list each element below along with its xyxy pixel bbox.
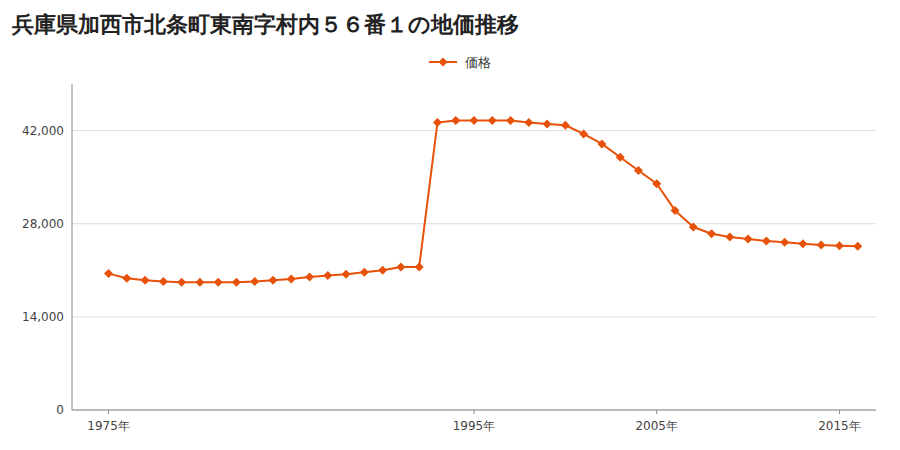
marker <box>342 270 351 279</box>
grid-line <box>72 316 876 317</box>
grid <box>72 131 876 410</box>
y-tick-label: 14,000 <box>22 310 64 324</box>
grid-line <box>72 223 876 224</box>
marker <box>524 118 533 127</box>
marker <box>744 235 753 244</box>
marker <box>817 241 826 250</box>
marker <box>269 276 278 285</box>
marker <box>671 206 680 215</box>
line <box>109 121 858 283</box>
marker <box>579 129 588 138</box>
x-tick-label: 2005年 <box>635 419 678 433</box>
marker <box>232 278 241 287</box>
y-tick-label: 0 <box>56 403 64 417</box>
marker <box>305 272 314 281</box>
marker <box>780 238 789 247</box>
marker <box>762 237 771 246</box>
x-tick <box>656 410 657 414</box>
x-tick <box>474 410 475 414</box>
x-tick-label: 2015年 <box>818 419 861 433</box>
marker <box>396 262 405 271</box>
marker <box>360 268 369 277</box>
marker <box>323 271 332 280</box>
marker <box>177 278 186 287</box>
marker <box>141 276 150 285</box>
marker <box>725 233 734 242</box>
marker <box>488 116 497 125</box>
plot-area <box>104 116 862 287</box>
x-tick-label: 1995年 <box>453 419 496 433</box>
y-axis-line <box>72 84 73 410</box>
marker <box>250 277 259 286</box>
grid-line <box>72 130 876 131</box>
x-tick <box>839 410 840 414</box>
marker <box>451 116 460 125</box>
legend: 価格 <box>429 55 491 70</box>
marker <box>689 223 698 232</box>
marker <box>378 266 387 275</box>
marker <box>543 119 552 128</box>
marker <box>122 274 131 283</box>
marker <box>415 262 424 271</box>
marker <box>835 241 844 250</box>
chart-container: 兵庫県加西市北条町東南字村内５６番１の地価推移 0 14,000 28,000 42,0… <box>0 0 900 450</box>
legend-label: 価格 <box>465 55 491 70</box>
marker <box>597 139 606 148</box>
marker <box>707 229 716 238</box>
marker <box>853 242 862 251</box>
marker <box>433 118 442 127</box>
y-tick-label: 42,000 <box>22 124 64 138</box>
x-tick <box>108 410 109 414</box>
marker <box>159 277 168 286</box>
marker <box>470 116 479 125</box>
y-tick-label: 28,000 <box>22 217 64 231</box>
marker <box>104 269 113 278</box>
marker <box>214 278 223 287</box>
marker <box>798 239 807 248</box>
marker <box>652 179 661 188</box>
x-axis-line <box>72 410 876 411</box>
marker <box>506 116 515 125</box>
chart: 兵庫県加西市北条町東南字村内５６番１の地価推移 0 14,000 28,000 42,0… <box>0 0 900 450</box>
marker <box>195 278 204 287</box>
marker <box>616 153 625 162</box>
marker <box>561 121 570 130</box>
marker <box>634 166 643 175</box>
title: 兵庫県加西市北条町東南字村内５６番１の地価推移 <box>11 12 519 37</box>
marker <box>287 274 296 283</box>
legend-marker <box>439 58 448 67</box>
grid-line <box>72 410 876 411</box>
x-tick-label: 1975年 <box>87 419 130 433</box>
